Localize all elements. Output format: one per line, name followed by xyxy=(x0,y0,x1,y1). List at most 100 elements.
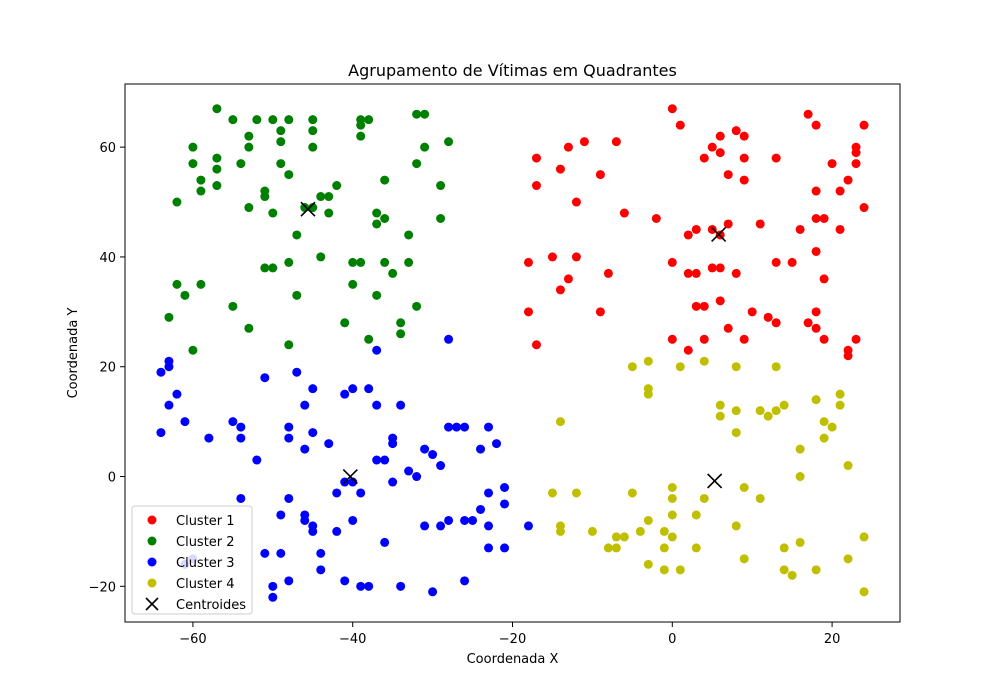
data-point xyxy=(396,581,406,591)
data-point xyxy=(324,208,334,218)
data-point xyxy=(811,565,821,575)
data-point xyxy=(667,493,677,503)
data-point xyxy=(356,257,366,267)
data-point xyxy=(308,384,318,394)
data-point xyxy=(811,246,821,256)
data-point xyxy=(420,444,430,454)
data-point xyxy=(436,521,446,531)
data-point xyxy=(484,488,494,498)
data-point xyxy=(412,109,422,119)
data-point xyxy=(228,301,238,311)
data-point xyxy=(172,279,182,289)
data-point xyxy=(308,203,318,213)
data-point xyxy=(795,472,805,482)
data-point xyxy=(292,230,302,240)
data-point xyxy=(699,301,709,311)
data-point xyxy=(819,417,829,427)
data-point xyxy=(244,131,254,141)
data-point xyxy=(595,170,605,180)
data-point xyxy=(675,362,685,372)
data-point xyxy=(212,164,222,174)
centroid-marker xyxy=(342,468,358,485)
data-point xyxy=(300,444,310,454)
data-point xyxy=(571,197,581,207)
legend-label: Cluster 4 xyxy=(176,577,235,592)
data-point xyxy=(835,400,845,410)
data-point xyxy=(244,323,254,333)
data-point xyxy=(651,214,661,223)
data-point xyxy=(460,576,470,586)
data-point xyxy=(851,334,861,344)
data-point xyxy=(723,323,733,333)
data-point xyxy=(268,581,278,591)
legend-label: Cluster 1 xyxy=(176,514,235,529)
data-point xyxy=(691,510,701,520)
data-point xyxy=(739,175,749,185)
data-point xyxy=(332,181,342,191)
data-point xyxy=(268,263,278,273)
data-point xyxy=(252,455,262,465)
data-point xyxy=(571,488,581,498)
x-axis-label: Coordenada X xyxy=(467,652,559,667)
data-point xyxy=(420,142,430,152)
data-point xyxy=(851,148,861,158)
data-point xyxy=(444,515,454,525)
data-point xyxy=(691,301,701,311)
data-point xyxy=(212,104,222,114)
data-point xyxy=(308,526,318,536)
data-point xyxy=(667,334,677,344)
legend-item: Cluster 2 xyxy=(147,535,235,550)
legend-item: Centroides xyxy=(145,597,246,613)
data-point xyxy=(372,290,382,300)
data-point xyxy=(603,268,613,278)
data-point xyxy=(260,373,270,383)
data-point xyxy=(356,120,366,130)
data-point xyxy=(659,565,669,575)
data-point xyxy=(388,268,398,278)
y-tick-label: 20 xyxy=(99,361,116,376)
data-point xyxy=(771,318,781,328)
data-point xyxy=(356,131,366,141)
data-point xyxy=(611,137,621,147)
data-point xyxy=(276,159,286,169)
data-point xyxy=(859,532,869,542)
data-point xyxy=(492,439,502,449)
data-point xyxy=(156,428,166,438)
y-tick-label: −20 xyxy=(89,580,116,595)
centroid-marker xyxy=(707,473,723,489)
data-point xyxy=(683,345,693,355)
data-point xyxy=(284,433,294,443)
data-point xyxy=(244,203,254,213)
data-point xyxy=(276,126,286,136)
data-point xyxy=(763,411,773,421)
data-point xyxy=(547,488,557,498)
data-point xyxy=(563,274,573,284)
data-point xyxy=(843,461,853,471)
data-point xyxy=(420,521,430,531)
data-point xyxy=(428,450,438,460)
data-point xyxy=(396,318,406,328)
data-point xyxy=(563,142,573,152)
legend-marker xyxy=(147,557,157,567)
data-point xyxy=(348,257,358,267)
data-point xyxy=(412,301,422,311)
data-point xyxy=(611,543,621,553)
x-tick-label: −40 xyxy=(339,632,366,647)
data-point xyxy=(340,389,350,399)
data-point xyxy=(484,422,494,432)
data-point xyxy=(484,521,494,531)
data-point xyxy=(643,515,653,525)
data-point xyxy=(683,268,693,278)
data-point xyxy=(827,159,837,169)
data-point xyxy=(196,175,206,185)
data-point xyxy=(372,219,382,229)
data-point xyxy=(348,477,358,487)
data-point xyxy=(715,400,725,410)
data-point xyxy=(843,175,853,185)
data-point xyxy=(380,175,390,185)
data-point xyxy=(316,192,326,202)
data-point xyxy=(348,384,358,394)
data-point xyxy=(364,115,374,125)
data-point xyxy=(795,444,805,454)
data-point xyxy=(156,367,166,377)
